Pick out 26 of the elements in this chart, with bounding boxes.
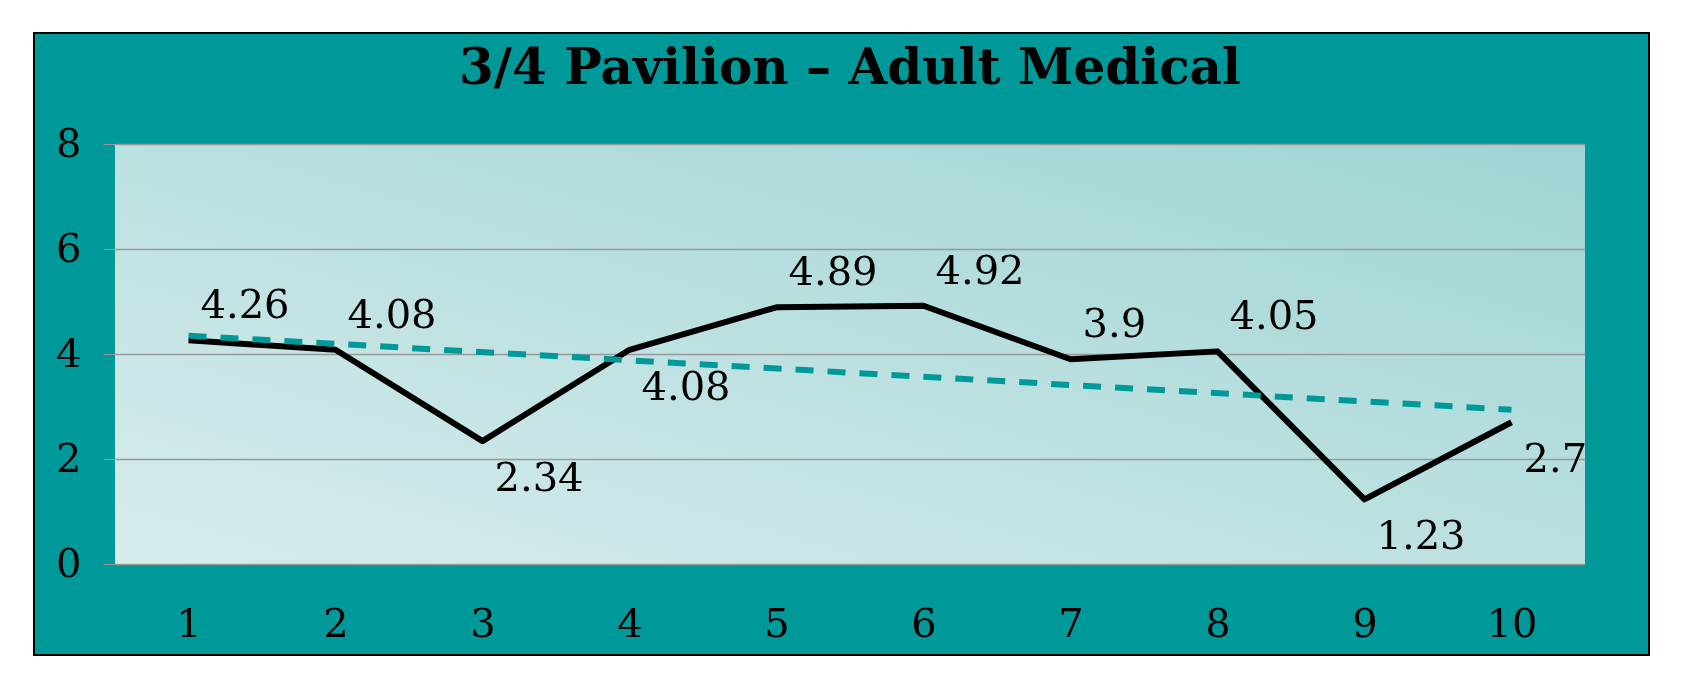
x-tick-label: 4: [617, 599, 643, 646]
y-tick-label: 4: [56, 329, 82, 376]
data-label: 1.23: [1376, 512, 1466, 559]
y-tick-label: 2: [56, 434, 82, 481]
data-label: 4.08: [641, 362, 731, 409]
x-tick-label: 9: [1352, 599, 1378, 646]
x-tick-label: 8: [1205, 599, 1231, 646]
x-tick-label: 1: [176, 599, 202, 646]
x-tick-label: 6: [911, 599, 937, 646]
x-tick-label: 5: [764, 599, 790, 646]
data-label: 3.9: [1082, 300, 1147, 347]
data-label: 2.7: [1523, 435, 1588, 482]
x-tick-label: 3: [470, 599, 496, 646]
data-label: 4.05: [1229, 292, 1319, 339]
x-tick-label: 10: [1486, 599, 1538, 646]
chart-title: 3/4 Pavilion – Adult Medical: [458, 37, 1242, 96]
data-label: 4.08: [347, 290, 437, 337]
data-label: 2.34: [494, 454, 584, 501]
y-tick-label: 8: [56, 119, 82, 166]
data-label: 4.26: [200, 281, 290, 328]
data-label: 4.92: [935, 246, 1025, 293]
x-tick-label: 7: [1058, 599, 1084, 646]
x-tick-label: 2: [323, 599, 349, 646]
y-tick-label: 0: [56, 539, 82, 586]
data-label: 4.89: [788, 248, 878, 295]
y-tick-label: 6: [56, 224, 82, 271]
